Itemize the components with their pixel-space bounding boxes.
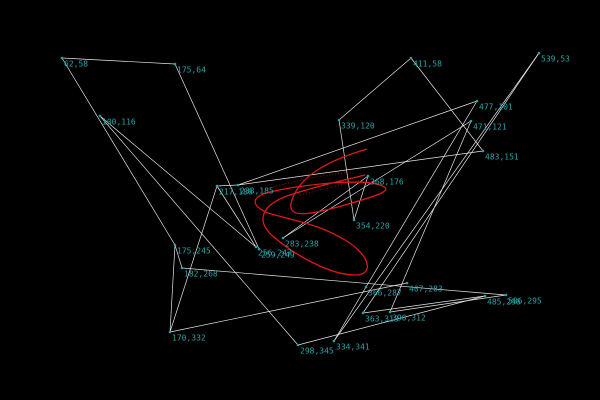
edge <box>61 57 176 65</box>
node-dot <box>537 51 541 55</box>
node-dot <box>98 114 102 118</box>
edge <box>169 282 408 333</box>
node-label: 170,332 <box>172 334 206 343</box>
node-dot <box>388 310 392 314</box>
edge <box>338 57 412 121</box>
node-label: 100,116 <box>102 118 136 127</box>
edge <box>61 57 176 246</box>
node-label: 298,345 <box>300 347 334 356</box>
node-label: 407,283 <box>409 285 443 294</box>
node-label: 182,268 <box>184 270 218 279</box>
node-label: 483,151 <box>485 153 519 162</box>
node-label: 485,296 <box>487 298 521 307</box>
node-label: 175,64 <box>177 66 206 75</box>
node-label: 283,238 <box>285 240 319 249</box>
node-dot <box>173 62 177 66</box>
node-dot <box>337 118 341 122</box>
edge <box>99 115 299 346</box>
node-label: 354,220 <box>356 222 390 231</box>
node-label: 62,58 <box>64 60 88 69</box>
node-label: 477,101 <box>479 103 513 112</box>
node-label: 363,313 <box>365 315 399 324</box>
node-dot <box>366 174 370 178</box>
edge <box>181 267 507 296</box>
node-dot <box>475 99 479 103</box>
edge <box>297 295 486 346</box>
node-dot <box>483 294 487 298</box>
edge <box>333 286 367 342</box>
node-label: 471,121 <box>473 123 507 132</box>
node-dot <box>173 243 177 247</box>
node-dot <box>215 184 219 188</box>
node-dot <box>296 343 300 347</box>
node-dot <box>469 119 473 123</box>
node-dot <box>364 285 368 289</box>
edge <box>216 184 239 187</box>
node-label: 411,58 <box>413 60 442 69</box>
node-label: 368,176 <box>370 178 404 187</box>
node-dot <box>409 56 413 60</box>
edge <box>365 100 478 288</box>
edge <box>389 294 507 313</box>
node-dot <box>352 218 356 222</box>
node-label: 259,249 <box>261 251 295 260</box>
edge <box>282 175 369 239</box>
node-label: 539,53 <box>541 55 570 64</box>
node-dot <box>361 311 365 315</box>
edge <box>362 52 540 314</box>
node-dot <box>60 56 64 60</box>
edge <box>362 295 486 314</box>
edge <box>169 185 218 333</box>
node-label: 217,186 <box>219 188 253 197</box>
edge <box>174 244 183 269</box>
edge <box>282 120 472 239</box>
node-dot <box>405 281 409 285</box>
node-label: 256,247 <box>258 249 292 258</box>
node-label: 506,295 <box>508 297 542 306</box>
edge <box>333 52 540 342</box>
edge <box>237 100 478 186</box>
node-label: 175,245 <box>177 247 211 256</box>
edge <box>353 175 369 221</box>
node-label: 390,312 <box>392 314 426 323</box>
edge <box>169 244 176 333</box>
edge <box>237 150 484 186</box>
edges <box>61 52 540 346</box>
node-dot <box>168 330 172 334</box>
node-dot <box>481 149 485 153</box>
red-curve <box>254 148 387 276</box>
node-dot <box>236 183 240 187</box>
node-dot <box>180 266 184 270</box>
edge <box>99 115 257 248</box>
nodes: 62,58 175,64 411,58 539,53 100,116 339,120 477… <box>60 51 570 356</box>
edge <box>389 120 472 313</box>
node-label: 334,341 <box>336 343 370 352</box>
edge <box>174 63 260 250</box>
node-label: 366,287 <box>368 289 402 298</box>
red-dotted-curve <box>261 171 361 196</box>
node-label: 238,185 <box>240 187 274 196</box>
node-label: 339,120 <box>341 122 375 131</box>
node-dot <box>332 339 336 343</box>
edge <box>410 57 484 152</box>
node-dot <box>254 245 258 249</box>
node-dot <box>281 236 285 240</box>
node-dot <box>504 293 508 297</box>
node-dot <box>257 247 261 251</box>
edge <box>216 185 257 248</box>
